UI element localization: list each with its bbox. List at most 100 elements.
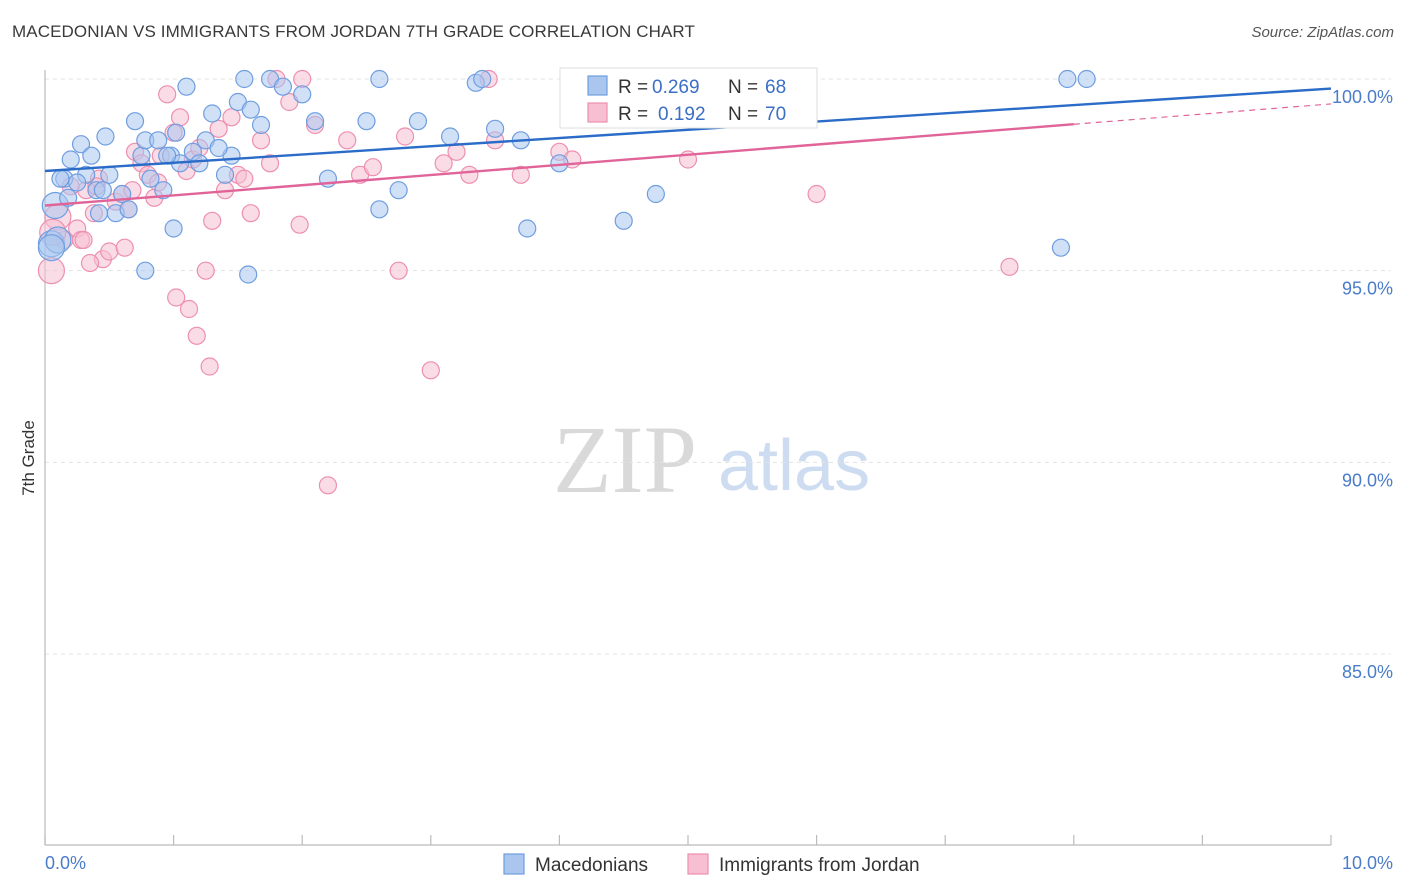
legend-box: R = 0.269 N = 68 R = 0.192 N = 70 xyxy=(559,67,818,129)
legend-r-label-1: R = xyxy=(618,77,648,98)
point-macedonians-51 xyxy=(68,173,87,192)
point-macedonians-17 xyxy=(149,131,168,150)
point-macedonians-45 xyxy=(518,219,537,238)
bottom-legend-swatch-jordan xyxy=(687,853,709,875)
bottom-legend-label-jordan: Immigrants from Jordan xyxy=(719,855,920,876)
y-tick-labels: 85.0% 90.0% 95.0% 100.0% xyxy=(1332,87,1393,682)
point-macedonians-22 xyxy=(177,77,196,96)
y-axis-title: 7th Grade xyxy=(19,420,38,496)
y-tick-label-95: 95.0% xyxy=(1342,279,1393,299)
x-axis-ticks xyxy=(44,835,1332,845)
point-jordan-48 xyxy=(511,165,530,184)
point-macedonians-64 xyxy=(1058,69,1077,89)
point-jordan-27 xyxy=(209,119,228,138)
legend-r-value-1: 0.269 xyxy=(652,77,700,98)
point-jordan-29 xyxy=(222,108,241,127)
legend-n-label-1: N = xyxy=(728,77,758,98)
legend-swatch-macedonians xyxy=(587,75,608,96)
point-jordan-33 xyxy=(260,154,280,173)
point-jordan-59 xyxy=(179,299,199,319)
legend-n-value-1: 68 xyxy=(765,77,786,98)
point-macedonians-3 xyxy=(61,150,80,169)
point-macedonians-36 xyxy=(357,112,376,131)
legend-swatch-jordan xyxy=(587,102,608,123)
point-jordan-32 xyxy=(251,131,271,150)
point-jordan-55 xyxy=(80,253,100,273)
point-macedonians-66 xyxy=(1051,238,1071,257)
point-jordan-54 xyxy=(1000,257,1019,276)
legend-n-label-2: N = xyxy=(728,104,758,125)
point-macedonians-59 xyxy=(59,188,78,207)
point-macedonians-42 xyxy=(473,69,492,89)
point-jordan-58 xyxy=(167,288,186,307)
point-macedonians-33 xyxy=(273,77,293,96)
point-macedonians-13 xyxy=(125,112,145,131)
point-macedonians-26 xyxy=(203,104,222,123)
y-tick-label-90: 90.0% xyxy=(1342,470,1393,490)
chart-source: Source: ZipAtlas.com xyxy=(1251,24,1394,41)
point-jordan-31 xyxy=(241,204,260,223)
point-macedonians-67 xyxy=(37,234,66,262)
point-macedonians-48 xyxy=(614,211,633,230)
trend-line-jordan-extension xyxy=(1073,103,1332,125)
point-macedonians-40 xyxy=(440,127,460,146)
point-jordan-42 xyxy=(395,127,415,146)
point-macedonians-24 xyxy=(190,154,209,173)
point-macedonians-43 xyxy=(486,119,505,138)
trend-lines xyxy=(44,87,1332,207)
point-jordan-38 xyxy=(338,131,357,150)
point-macedonians-56 xyxy=(370,69,389,89)
point-macedonians-62 xyxy=(209,138,228,158)
y-tick-label-85: 85.0% xyxy=(1342,662,1393,682)
point-jordan-45 xyxy=(460,165,479,184)
series-jordan-points xyxy=(37,69,1019,495)
point-macedonians-49 xyxy=(646,184,665,204)
point-macedonians-14 xyxy=(132,146,151,165)
x-tick-label-min: 0.0% xyxy=(45,853,86,873)
point-macedonians-16 xyxy=(141,169,160,188)
point-macedonians-38 xyxy=(389,181,408,200)
watermark-atlas: atlas xyxy=(718,426,870,506)
chart-title: MACEDONIAN VS IMMIGRANTS FROM JORDAN 7TH… xyxy=(12,22,695,41)
y-tick-label-100: 100.0% xyxy=(1332,87,1393,107)
gridlines xyxy=(45,78,1391,655)
bottom-legend-swatch-macedonians xyxy=(503,853,525,875)
point-macedonians-27 xyxy=(215,165,235,184)
bottom-legend: Macedonians Immigrants from Jordan xyxy=(503,853,920,876)
point-macedonians-8 xyxy=(96,127,115,146)
bottom-legend-label-macedonians: Macedonians xyxy=(535,855,648,876)
point-jordan-26 xyxy=(203,211,222,230)
series-macedonians-points xyxy=(37,69,1096,284)
point-jordan-68 xyxy=(74,230,93,250)
point-jordan-64 xyxy=(290,215,309,234)
point-macedonians-53 xyxy=(136,261,155,280)
point-macedonians-6 xyxy=(82,146,101,165)
point-macedonians-18 xyxy=(154,181,173,200)
point-macedonians-39 xyxy=(408,112,428,131)
point-jordan-65 xyxy=(235,169,254,188)
trend-line-jordan xyxy=(44,123,1074,207)
point-macedonians-30 xyxy=(241,100,260,119)
legend-r-value-2: 0.192 xyxy=(658,104,706,125)
point-jordan-41 xyxy=(389,261,408,280)
point-jordan-40 xyxy=(363,158,383,177)
legend-n-value-2: 70 xyxy=(765,104,786,125)
point-macedonians-12 xyxy=(119,200,138,219)
point-macedonians-20 xyxy=(167,123,186,142)
point-macedonians-37 xyxy=(370,200,389,219)
point-macedonians-65 xyxy=(1077,69,1096,89)
point-macedonians-57 xyxy=(235,69,254,89)
legend-r-label-2: R = xyxy=(618,104,648,125)
point-jordan-36 xyxy=(293,69,312,89)
point-jordan-0 xyxy=(37,257,66,285)
point-macedonians-60 xyxy=(89,204,109,223)
point-macedonians-52 xyxy=(93,181,112,200)
point-jordan-10 xyxy=(100,242,119,261)
point-macedonians-55 xyxy=(239,265,258,284)
point-macedonians-9 xyxy=(100,165,119,184)
point-jordan-61 xyxy=(200,357,219,376)
point-macedonians-31 xyxy=(251,115,271,135)
point-jordan-44 xyxy=(447,142,466,161)
point-macedonians-4 xyxy=(71,135,91,154)
